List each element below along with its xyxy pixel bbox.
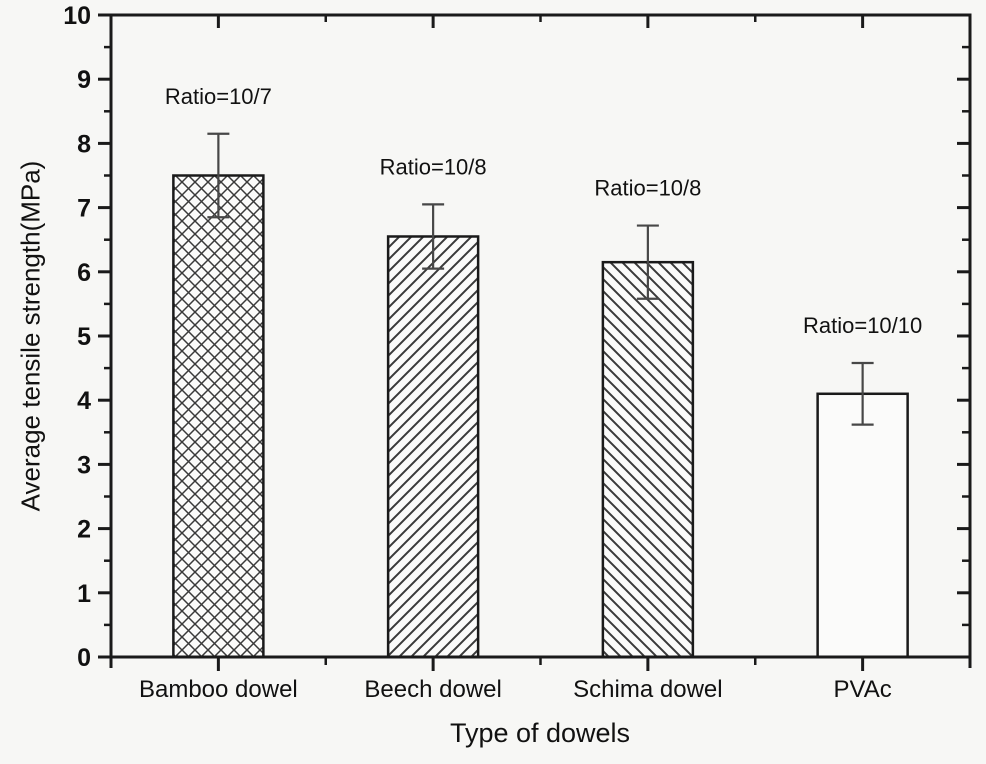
x-category-label: Bamboo dowel <box>139 676 298 703</box>
y-tick-label: 3 <box>77 451 91 479</box>
y-tick-label: 5 <box>77 323 91 351</box>
y-tick-label: 7 <box>77 195 91 223</box>
y-tick-label: 8 <box>77 130 91 158</box>
y-tick-label: 1 <box>77 580 91 608</box>
error-bar-schima-dowel <box>636 224 659 300</box>
x-category-label: Schima dowel <box>573 676 722 703</box>
x-category-label: Beech dowel <box>364 676 501 703</box>
error-bar-beech-dowel <box>422 203 445 270</box>
ratio-annotation: Ratio=10/10 <box>803 313 922 338</box>
y-tick-label: 0 <box>77 644 91 672</box>
y-tick-label: 9 <box>77 66 91 94</box>
error-bar-pvac <box>851 361 874 426</box>
bar-beech-dowel <box>386 235 480 659</box>
y-tick-label: 2 <box>77 516 91 544</box>
x-category-label: PVAc <box>834 676 892 703</box>
bar-bamboo-dowel <box>172 174 265 659</box>
bar-schima-dowel <box>601 260 695 659</box>
y-tick-label: 10 <box>63 2 91 30</box>
ratio-annotation: Ratio=10/7 <box>165 84 272 109</box>
bar-pvac <box>816 392 909 659</box>
ratio-annotation: Ratio=10/8 <box>380 154 487 179</box>
y-tick-label: 4 <box>77 387 91 415</box>
x-axis-title: Type of dowels <box>449 718 631 748</box>
y-axis-title: Average tensile strength(MPa) <box>15 160 46 512</box>
y-tick-label: 6 <box>77 259 91 287</box>
error-bar-bamboo-dowel <box>207 132 230 219</box>
ratio-annotation: Ratio=10/8 <box>594 176 701 201</box>
